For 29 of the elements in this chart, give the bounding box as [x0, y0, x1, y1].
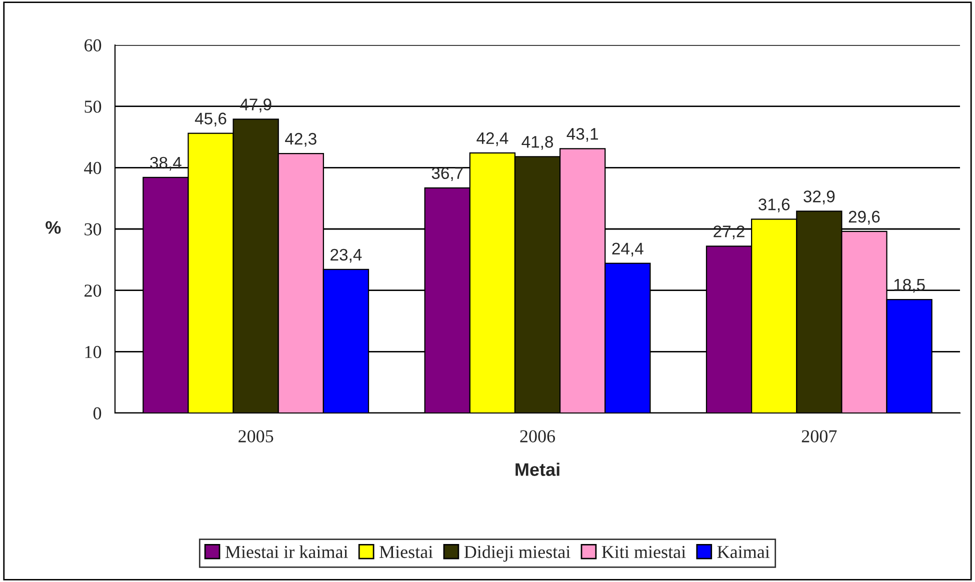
legend-label: Miestai — [379, 546, 433, 558]
y-tick-label: 0 — [93, 407, 102, 420]
data-label: 36,7 — [432, 167, 463, 182]
legend-label: Miestai ir kaimai — [225, 545, 348, 558]
y-tick-label: 10 — [85, 346, 102, 358]
legend-label: Didieji miestai — [464, 545, 570, 562]
legend-label: Kiti miestai — [602, 546, 686, 558]
y-tick-label: 30 — [84, 223, 102, 236]
y-tick-label: 50 — [84, 100, 102, 113]
data-label: 42,3 — [285, 132, 316, 147]
data-label: 18,5 — [894, 278, 925, 293]
y-tick-label: 60 — [84, 39, 102, 52]
data-label: 29,6 — [848, 210, 880, 225]
legend-label: Kaimai — [717, 546, 770, 558]
data-label: 45,6 — [194, 112, 226, 126]
data-label: 42,4 — [476, 132, 508, 146]
data-label: 24,4 — [612, 242, 644, 256]
y-tick-label: 20 — [84, 284, 102, 297]
data-label: 23,4 — [330, 248, 362, 263]
y-tick-label: 40 — [84, 162, 102, 174]
y-axis-title: % — [46, 221, 61, 234]
data-label: 43,1 — [566, 128, 598, 142]
data-label: 31,6 — [758, 198, 790, 212]
x-tick-label: 2005 — [238, 430, 274, 442]
data-label: 41,8 — [522, 136, 553, 150]
data-label: 32,9 — [804, 190, 835, 204]
x-tick-label: 2007 — [802, 430, 837, 442]
x-axis-title: Metai — [516, 462, 560, 476]
x-tick-label: 2006 — [520, 430, 556, 442]
